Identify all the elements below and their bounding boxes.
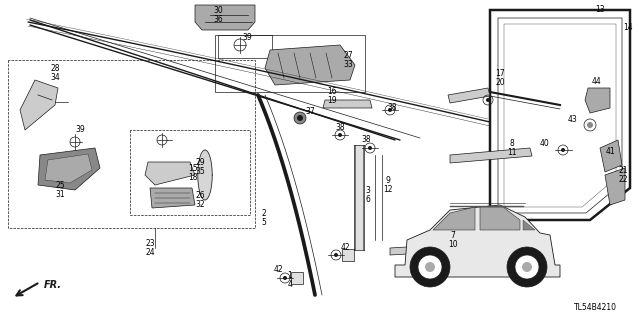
Text: 17
20: 17 20 [495, 69, 505, 87]
Circle shape [388, 108, 392, 112]
Circle shape [515, 255, 539, 279]
Text: 14: 14 [623, 24, 633, 33]
Polygon shape [433, 207, 475, 230]
Text: 29
35: 29 35 [195, 158, 205, 176]
Circle shape [587, 122, 593, 128]
Text: 40: 40 [540, 138, 550, 147]
Polygon shape [20, 80, 58, 130]
Circle shape [294, 112, 306, 124]
Text: 42: 42 [273, 265, 283, 275]
Circle shape [425, 262, 435, 272]
Text: FR.: FR. [44, 280, 62, 290]
Circle shape [338, 133, 342, 137]
Circle shape [561, 148, 565, 152]
Text: 44: 44 [591, 78, 601, 86]
Polygon shape [450, 148, 532, 163]
Text: 16
19: 16 19 [327, 87, 337, 105]
Polygon shape [265, 45, 355, 85]
Polygon shape [605, 168, 625, 205]
Text: 38: 38 [335, 123, 345, 132]
Polygon shape [523, 220, 535, 230]
Text: 39: 39 [75, 125, 85, 135]
Text: 41: 41 [605, 147, 615, 157]
Circle shape [410, 247, 450, 287]
Text: 26
32: 26 32 [195, 191, 205, 209]
Circle shape [522, 262, 532, 272]
Circle shape [368, 146, 372, 150]
Text: 28
34: 28 34 [50, 64, 60, 82]
Text: 21
22: 21 22 [618, 166, 628, 184]
Polygon shape [291, 272, 303, 284]
Circle shape [418, 255, 442, 279]
Text: 43: 43 [567, 115, 577, 124]
Polygon shape [150, 188, 195, 208]
Text: TL54B4210: TL54B4210 [573, 303, 616, 313]
Text: 13: 13 [595, 5, 605, 14]
Text: 8
11: 8 11 [508, 139, 516, 157]
Text: 2
5: 2 5 [262, 209, 266, 227]
Polygon shape [480, 207, 520, 230]
Polygon shape [145, 162, 195, 185]
Polygon shape [600, 140, 622, 172]
Text: 37: 37 [305, 108, 315, 116]
Circle shape [486, 98, 490, 102]
Polygon shape [198, 150, 212, 200]
Polygon shape [38, 148, 100, 190]
Circle shape [507, 247, 547, 287]
Text: 1
4: 1 4 [287, 271, 292, 289]
Text: 30
36: 30 36 [213, 6, 223, 24]
Polygon shape [323, 100, 372, 108]
Text: 3
6: 3 6 [365, 186, 371, 204]
Text: 9
12: 9 12 [383, 176, 393, 194]
Text: 39: 39 [242, 33, 252, 42]
Text: 15
18: 15 18 [188, 164, 198, 182]
Circle shape [297, 115, 303, 121]
Text: 23
24: 23 24 [145, 239, 155, 257]
Polygon shape [354, 145, 364, 250]
Polygon shape [395, 205, 560, 277]
Circle shape [283, 276, 287, 280]
Text: 7
10: 7 10 [448, 231, 458, 249]
Polygon shape [585, 88, 610, 113]
Polygon shape [342, 249, 354, 261]
Text: 25
31: 25 31 [55, 181, 65, 199]
Polygon shape [448, 88, 490, 103]
Text: 38: 38 [387, 103, 397, 113]
Polygon shape [195, 5, 255, 30]
Text: 27
33: 27 33 [343, 51, 353, 69]
Text: 38: 38 [361, 136, 371, 145]
Circle shape [334, 253, 338, 257]
Polygon shape [45, 154, 92, 183]
Text: 42: 42 [340, 243, 350, 253]
Polygon shape [390, 245, 442, 255]
